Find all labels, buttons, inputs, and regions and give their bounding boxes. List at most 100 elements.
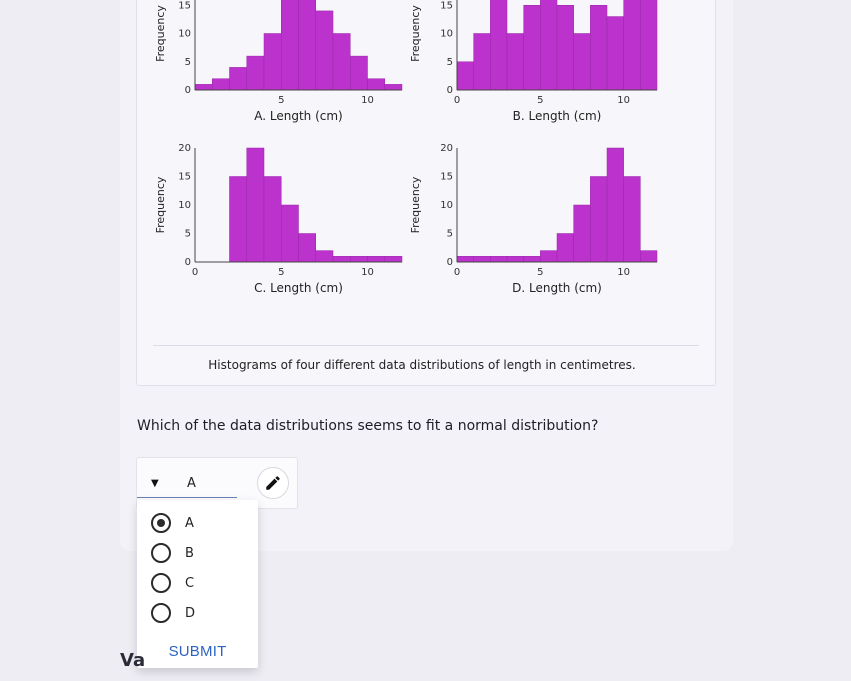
bar-d-6 [556, 233, 574, 263]
caret-down-icon[interactable]: ▼ [151, 478, 159, 489]
option-d-label[interactable]: D [185, 605, 196, 621]
ytick-c-5: 5 [185, 229, 191, 240]
xtick-b-5: 5 [537, 95, 543, 106]
ylabel-c: Frequency [154, 176, 167, 233]
option-a-label[interactable]: A [185, 515, 194, 531]
submit-button[interactable]: SUBMIT [168, 643, 227, 660]
bar-a-2 [229, 67, 247, 91]
bar-b-7 [573, 33, 591, 91]
edit-button[interactable] [257, 467, 289, 499]
histogram-b: 0 5 10 15 0 5 10 B. Length (cm) Frequency [409, 0, 658, 123]
bar-d-5 [540, 250, 558, 263]
radio-d[interactable] [151, 603, 171, 623]
bar-c-6 [298, 233, 316, 263]
bar-b-6 [556, 5, 574, 91]
next-section-heading: Va [120, 650, 146, 671]
histogram-c: 0 5 10 15 20 0 5 10 C. Length (cm) Frequency [154, 143, 403, 295]
xlabel-d: D. Length (cm) [512, 281, 602, 295]
selected-value[interactable]: A [187, 476, 196, 491]
ytick-b-15: 15 [440, 0, 453, 11]
xtick-a-10: 10 [361, 95, 374, 106]
bar-b-9 [606, 16, 624, 91]
ytick-c-20: 20 [178, 143, 191, 154]
xlabel-c: C. Length (cm) [254, 281, 343, 295]
ytick-a-5: 5 [185, 57, 191, 68]
histogram-a: 0 5 10 15 5 10 A. Length (cm) Frequency [154, 0, 403, 123]
option-b[interactable]: B [151, 542, 194, 564]
ytick-c-10: 10 [178, 200, 191, 211]
pencil-icon [266, 476, 280, 490]
bar-c-2 [229, 176, 247, 263]
ytick-c-0: 0 [185, 257, 191, 268]
bar-d-9 [606, 147, 624, 263]
ytick-d-10: 10 [440, 200, 453, 211]
bar-b-5 [540, 0, 558, 91]
ytick-a-10: 10 [178, 29, 191, 40]
bar-c-3 [246, 147, 265, 263]
option-b-label[interactable]: B [185, 545, 194, 561]
bar-a-10 [367, 78, 385, 91]
radio-c[interactable] [151, 573, 171, 593]
bar-a-11 [384, 84, 403, 91]
xtick-d-5: 5 [537, 267, 543, 278]
ytick-c-15: 15 [178, 172, 191, 183]
bar-b-8 [590, 5, 608, 91]
bar-c-11 [384, 256, 403, 263]
bar-b-11 [640, 0, 658, 91]
bar-d-2 [490, 256, 508, 263]
ytick-b-5: 5 [447, 57, 453, 68]
bar-c-8 [332, 256, 351, 263]
ytick-d-0: 0 [447, 257, 453, 268]
option-d[interactable]: D [151, 602, 195, 624]
bar-a-1 [212, 78, 230, 91]
bar-c-4 [263, 176, 282, 263]
answer-select[interactable]: ▼ A [137, 470, 237, 498]
xlabel-b: B. Length (cm) [513, 109, 602, 123]
radio-a[interactable] [151, 513, 171, 533]
ylabel-a: Frequency [154, 5, 167, 62]
bar-a-8 [332, 33, 351, 91]
xtick-c-0: 0 [192, 267, 198, 278]
bar-b-2 [490, 0, 508, 91]
question-text: Which of the data distributions seems to… [137, 418, 599, 434]
bar-d-10 [623, 176, 641, 263]
xtick-a-5: 5 [278, 95, 284, 106]
figure-caption: Histograms of four different data distri… [208, 358, 636, 372]
bar-b-10 [623, 0, 641, 91]
bar-a-5 [281, 0, 299, 91]
ytick-a-0: 0 [185, 85, 191, 96]
radio-b[interactable] [151, 543, 171, 563]
xtick-c-5: 5 [278, 267, 284, 278]
bar-c-5 [281, 204, 299, 263]
bar-c-10 [367, 256, 385, 263]
xtick-d-10: 10 [617, 267, 630, 278]
option-a[interactable]: A [151, 512, 194, 534]
bar-d-3 [506, 256, 524, 263]
ylabel-b: Frequency [409, 5, 422, 62]
xtick-c-10: 10 [361, 267, 374, 278]
option-c[interactable]: C [151, 572, 194, 594]
figure-divider [153, 345, 699, 346]
ytick-b-0: 0 [447, 85, 453, 96]
bar-b-1 [473, 33, 491, 91]
ytick-d-15: 15 [440, 172, 453, 183]
bar-d-1 [473, 256, 491, 263]
histogram-d: 0 5 10 15 20 0 5 10 D. Length (cm) Frequency [409, 143, 658, 295]
ytick-a-15: 15 [178, 0, 191, 11]
xtick-d-0: 0 [454, 267, 460, 278]
ylabel-d: Frequency [409, 176, 422, 233]
bar-d-4 [523, 256, 541, 263]
bar-b-3 [506, 33, 524, 91]
bar-a-4 [263, 33, 282, 91]
bar-d-11 [640, 250, 658, 263]
bar-c-9 [350, 256, 368, 263]
bar-b-0 [456, 61, 474, 91]
bar-a-0 [194, 84, 213, 91]
bar-d-8 [590, 176, 608, 263]
bar-a-6 [298, 0, 316, 91]
bar-b-4 [523, 5, 541, 91]
option-c-label[interactable]: C [185, 575, 195, 591]
bar-c-7 [315, 250, 334, 263]
bar-d-0 [456, 256, 474, 263]
xtick-b-10: 10 [617, 95, 630, 106]
